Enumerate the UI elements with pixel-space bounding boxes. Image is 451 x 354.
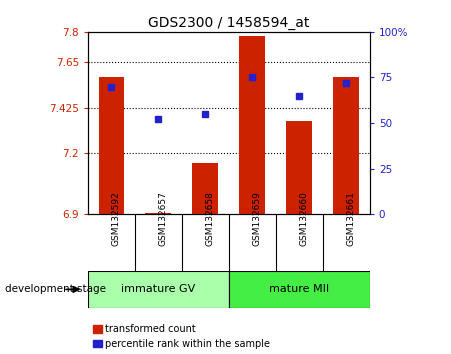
Text: GDS2300 / 1458594_at: GDS2300 / 1458594_at: [148, 16, 309, 30]
Bar: [286, 121, 312, 214]
Bar: [98, 78, 124, 214]
Bar: [146, 213, 171, 214]
Text: GSM132592: GSM132592: [111, 191, 120, 246]
Text: mature MII: mature MII: [269, 284, 329, 295]
Bar: [88, 271, 229, 308]
Bar: [239, 36, 265, 214]
Text: GSM132660: GSM132660: [299, 191, 308, 246]
Bar: [193, 162, 218, 214]
Text: immature GV: immature GV: [121, 284, 196, 295]
Text: development stage: development stage: [5, 284, 106, 295]
Text: GSM132661: GSM132661: [346, 191, 355, 246]
Bar: [333, 78, 359, 214]
Text: GSM132657: GSM132657: [158, 191, 167, 246]
Bar: [229, 271, 370, 308]
Legend: transformed count, percentile rank within the sample: transformed count, percentile rank withi…: [93, 324, 271, 349]
Text: GSM132658: GSM132658: [205, 191, 214, 246]
Text: GSM132659: GSM132659: [253, 191, 262, 246]
